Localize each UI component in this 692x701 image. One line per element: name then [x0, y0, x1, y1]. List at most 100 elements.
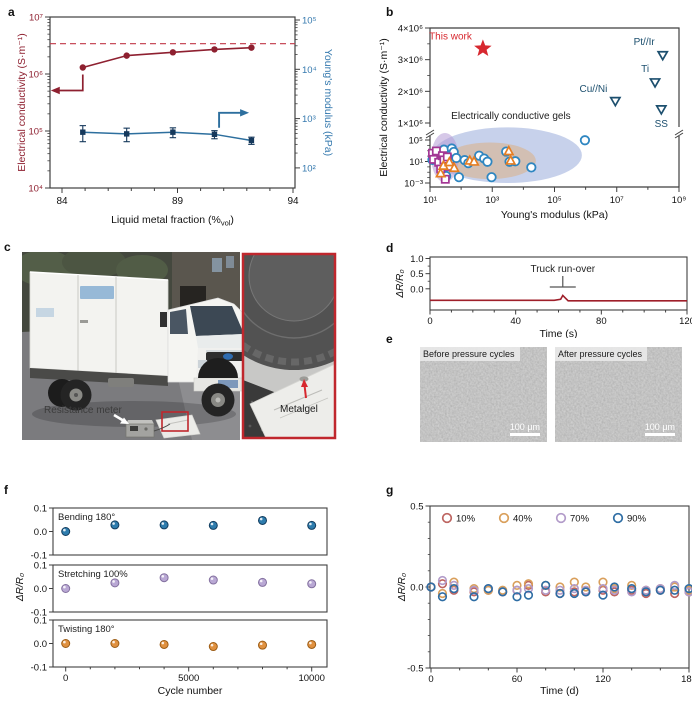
data-point	[569, 577, 579, 587]
data-point	[627, 584, 637, 594]
data-point	[581, 582, 591, 592]
panel-g-legend: 10% 40% 70% 90%	[441, 512, 647, 525]
sem-after-label: After pressure cycles	[555, 347, 648, 361]
scale-text: 100 μm	[644, 421, 675, 432]
svg-text:40: 40	[510, 316, 521, 327]
modulus-point	[170, 129, 176, 135]
legend-label: 40%	[513, 514, 533, 525]
inset-border	[241, 252, 337, 440]
data-point	[437, 592, 448, 602]
conductivity-point	[169, 49, 177, 56]
panel-label-a: a	[8, 5, 15, 19]
svg-text:60: 60	[512, 674, 523, 685]
modulus-line	[82, 131, 252, 142]
resistance-meter	[125, 420, 171, 438]
scale-bar	[509, 432, 540, 436]
cycle-point	[61, 527, 71, 536]
axis-break	[674, 132, 684, 139]
svg-text:10⁶: 10⁶	[29, 70, 44, 81]
svg-text:10²: 10²	[302, 163, 316, 174]
sem-after: After pressure cycles 100 μm	[555, 347, 682, 442]
scale-text: 100 μm	[509, 421, 540, 432]
data-point	[449, 584, 459, 594]
resistance-meter-label: Resistance meter	[44, 405, 122, 416]
gels-region-label: Electrically conductive gels	[451, 111, 571, 122]
cycle-point	[61, 584, 71, 593]
panel-f-ylabel: ΔR/R₀	[15, 573, 26, 602]
left-axis-arrow	[58, 74, 84, 92]
panel-label-g: g	[386, 483, 394, 497]
cycle-point	[307, 520, 317, 530]
svg-text:10⁴: 10⁴	[28, 184, 43, 195]
cycle-point	[110, 639, 120, 648]
svg-text:10⁷: 10⁷	[610, 195, 625, 206]
data-point	[609, 585, 620, 595]
cycle-point	[110, 578, 120, 588]
legend-marker	[441, 512, 453, 524]
data-point	[655, 585, 665, 595]
panel-b-xlabel: Young's modulus (kPa)	[501, 209, 608, 221]
data-point	[609, 582, 620, 592]
svg-text:0.0: 0.0	[410, 284, 423, 295]
subplot-label: Twisting 180°	[58, 624, 115, 635]
this-work-star	[474, 39, 492, 56]
svg-text:10³: 10³	[302, 114, 316, 125]
cycle-point	[258, 640, 267, 650]
data-point	[581, 587, 591, 597]
event-label: Truck run-over	[530, 264, 595, 275]
subplot-label: Bending 180°	[58, 512, 115, 523]
data-point	[627, 587, 637, 597]
data-point	[512, 585, 522, 595]
svg-text:10000: 10000	[298, 673, 324, 684]
sem-before-label: Before pressure cycles	[420, 347, 520, 361]
sem-after-scalebar: 100 μm	[644, 421, 675, 436]
svg-text:0.5: 0.5	[410, 269, 423, 280]
panel-label-f: f	[4, 483, 8, 497]
panel-label-b: b	[386, 5, 394, 19]
svg-text:10⁴: 10⁴	[302, 65, 317, 76]
axis-break	[425, 132, 435, 139]
svg-text:10¹: 10¹	[423, 195, 437, 206]
data-point	[437, 588, 448, 599]
svg-text:0: 0	[63, 673, 68, 684]
data-point	[469, 592, 479, 602]
panel-label-c: c	[4, 240, 11, 254]
metalgel-highlight-box	[161, 411, 189, 432]
scale-bar	[644, 432, 675, 436]
truck-scene: Resistance meter	[22, 252, 257, 440]
data-point	[449, 577, 459, 587]
sem-before-scalebar: 100 μm	[509, 421, 540, 436]
legend-label: 70%	[570, 514, 590, 525]
data-point	[437, 575, 448, 586]
data-point	[512, 580, 522, 590]
panel-g-chart: -0.5 0.0 0.5 0 60 120 180 10% 40% 70% 90% ΔR/R₀ Time…	[397, 502, 692, 697]
this-work-label: This work	[429, 32, 473, 43]
metal-label: SS	[655, 119, 669, 130]
cycle-point	[208, 520, 218, 530]
svg-text:180: 180	[681, 674, 692, 685]
modulus-point	[248, 137, 255, 144]
metal-marker	[609, 96, 622, 108]
svg-text:120: 120	[595, 674, 611, 685]
modulus-point	[211, 131, 218, 138]
metal-marker	[656, 50, 669, 62]
gel-series-triangle	[435, 144, 517, 178]
metal-label: Cu//Ni	[580, 84, 608, 95]
sem-before-image	[420, 347, 547, 442]
cycle-point	[61, 639, 71, 648]
svg-text:0.0: 0.0	[34, 639, 47, 650]
panel-c-photo: Resistance meter Metalg	[22, 252, 337, 440]
panel-f-xlabel: Cycle number	[158, 685, 223, 697]
cycle-point	[159, 573, 169, 583]
svg-text:80: 80	[596, 316, 607, 327]
svg-text:0.5: 0.5	[410, 502, 423, 513]
data-point	[512, 592, 522, 602]
cycle-point	[208, 642, 218, 652]
cycle-point	[258, 515, 267, 525]
resistance-trace	[430, 294, 687, 302]
svg-text:0.0: 0.0	[410, 583, 423, 594]
svg-text:5000: 5000	[178, 673, 199, 684]
svg-text:10⁵: 10⁵	[408, 136, 423, 147]
panel-f-chart: -0.1 0.0 0.1 Bending 180° -0.1 0.0 0.1 Stretchi…	[15, 504, 328, 697]
license-plate	[218, 380, 238, 388]
